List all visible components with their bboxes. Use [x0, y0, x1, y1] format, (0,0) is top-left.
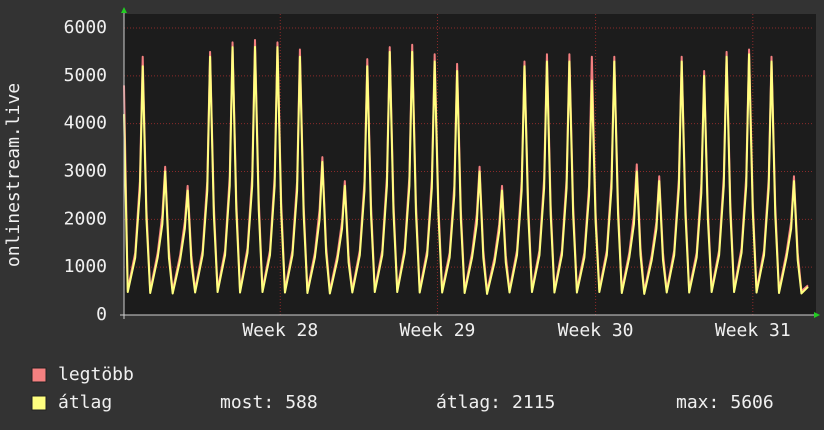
- legend-swatch: [31, 395, 47, 411]
- y-tick-label: 3000: [64, 161, 107, 182]
- stat-label: most:: [220, 392, 274, 413]
- stat-value: 588: [285, 392, 318, 413]
- y-tick-label: 2000: [64, 208, 107, 229]
- y-axis-title: onlinestream.live: [3, 83, 24, 267]
- x-arrow: [814, 312, 820, 318]
- y-tick-label: 0: [96, 304, 107, 325]
- x-tick-label: Week 31: [715, 320, 791, 341]
- stat: átlag: 2115: [436, 392, 555, 413]
- stat-label: max:: [676, 392, 719, 413]
- stat-value: 5606: [730, 392, 773, 413]
- y-tick-label: 1000: [64, 256, 107, 277]
- x-tick-label: Week 29: [400, 320, 476, 341]
- legend-label: legtöbb: [58, 364, 134, 385]
- legend-label: átlag: [58, 392, 112, 413]
- x-tick-label: Week 28: [242, 320, 318, 341]
- y-arrow: [121, 7, 127, 13]
- stat-value: 2115: [512, 392, 555, 413]
- stat-label: átlag:: [436, 392, 501, 413]
- y-tick-label: 6000: [64, 17, 107, 38]
- series-line: [123, 45, 809, 295]
- stat: most: 588: [220, 392, 318, 413]
- legend-swatch: [31, 367, 47, 383]
- y-tick-label: 5000: [64, 65, 107, 86]
- stat: max: 5606: [676, 392, 774, 413]
- lines: [123, 38, 809, 295]
- x-tick-label: Week 30: [558, 320, 634, 341]
- y-tick-label: 4000: [64, 113, 107, 134]
